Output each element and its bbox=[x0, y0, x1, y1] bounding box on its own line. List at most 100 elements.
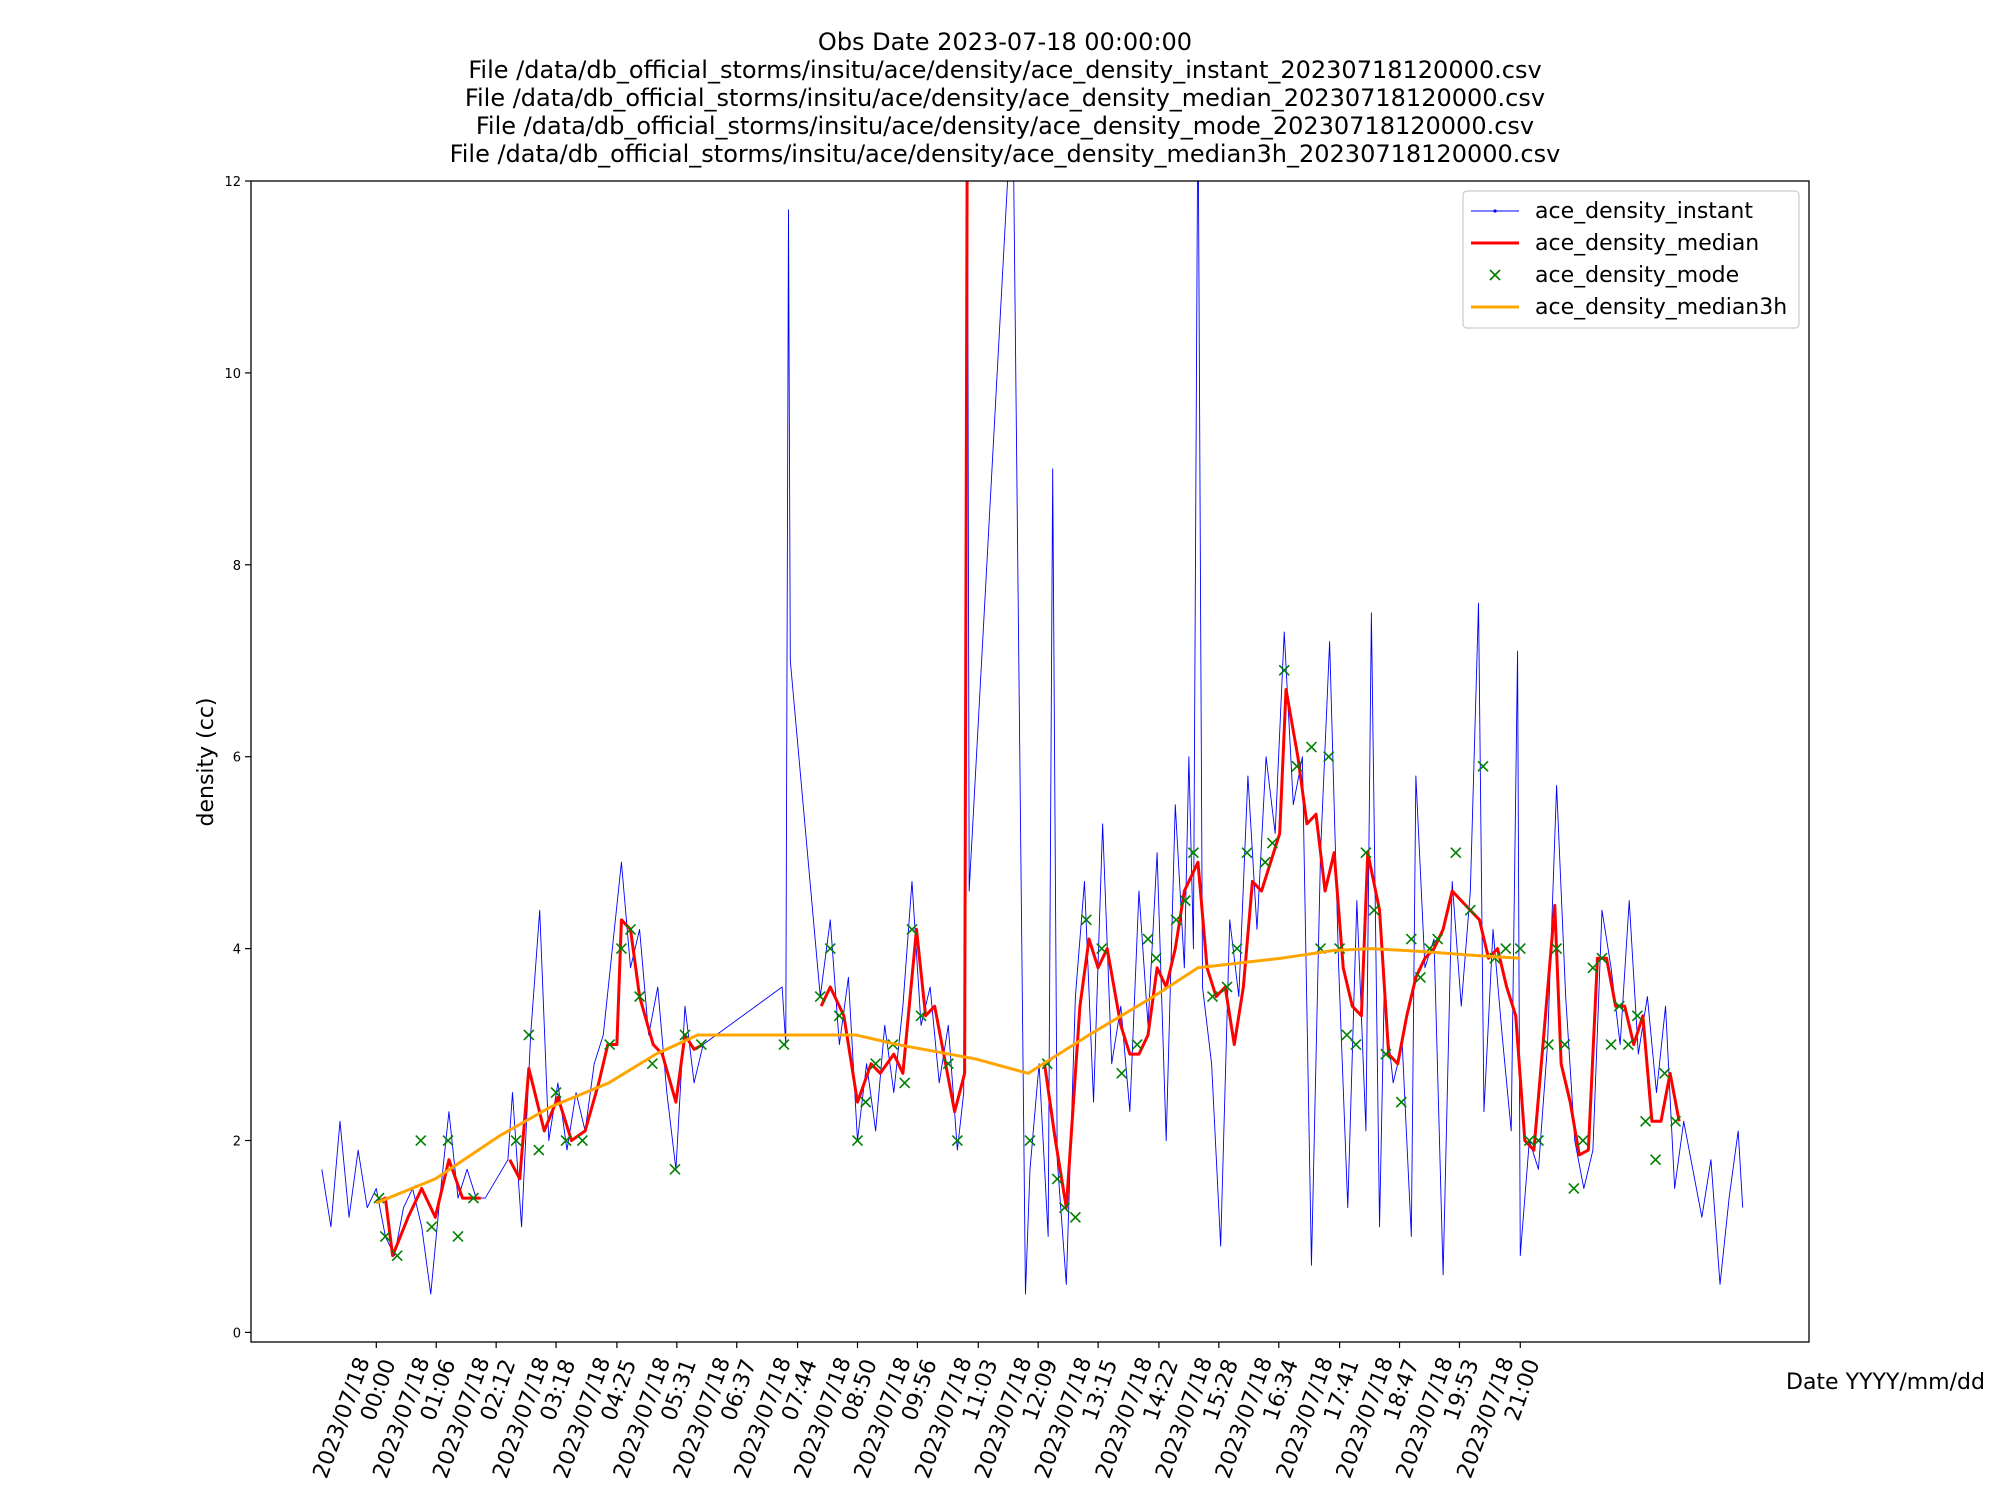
mode-marker bbox=[1414, 971, 1426, 983]
mode-marker bbox=[1669, 1115, 1682, 1127]
chart-title: File /data/db_official_storms/insitu/ace… bbox=[465, 84, 1545, 112]
chart-title: Obs Date 2023-07-18 00:00:00 bbox=[818, 28, 1192, 56]
mode-marker bbox=[1587, 962, 1599, 974]
mode-marker bbox=[1058, 1202, 1071, 1214]
mode-marker bbox=[523, 1029, 535, 1041]
mode-marker bbox=[1380, 1048, 1392, 1060]
mode-marker bbox=[1514, 943, 1526, 955]
mode-marker bbox=[1206, 991, 1219, 1003]
legend-label: ace_density_mode bbox=[1535, 263, 1739, 288]
mode-marker bbox=[1323, 751, 1335, 763]
mode-marker bbox=[1405, 933, 1417, 945]
mode-marker bbox=[550, 1086, 562, 1099]
title-block: Obs Date 2023-07-18 00:00:00 File /data/… bbox=[450, 28, 1561, 168]
mode-marker bbox=[1631, 1010, 1643, 1022]
legend-label: ace_density_median bbox=[1535, 231, 1759, 256]
mode-marker bbox=[624, 923, 637, 935]
mode-marker bbox=[1334, 943, 1346, 955]
mode-marker bbox=[695, 1038, 707, 1051]
y-tick-label: 12 bbox=[224, 175, 241, 190]
y-tick-label: 6 bbox=[233, 751, 241, 766]
mode-marker bbox=[915, 1010, 927, 1022]
mode-marker bbox=[1542, 1038, 1554, 1051]
mode-marker bbox=[634, 991, 646, 1003]
mode-marker bbox=[906, 923, 918, 935]
mode-marker bbox=[510, 1134, 522, 1147]
mode-marker bbox=[1179, 895, 1191, 907]
x-axis-label: Date YYYY/mm/dd bbox=[1786, 1370, 1985, 1395]
mode-marker bbox=[1368, 904, 1380, 916]
mode-marker bbox=[1241, 847, 1253, 859]
mode-marker bbox=[1622, 1038, 1634, 1051]
mode-marker bbox=[1523, 1134, 1535, 1147]
mode-marker bbox=[1659, 1067, 1671, 1079]
mode-marker bbox=[1532, 1134, 1545, 1147]
mode-marker bbox=[1278, 664, 1290, 676]
mode-marker bbox=[1350, 1038, 1362, 1051]
legend-label: ace_density_instant bbox=[1535, 199, 1753, 224]
mode-marker bbox=[560, 1134, 572, 1147]
mode-marker bbox=[899, 1077, 911, 1089]
mode-marker bbox=[615, 943, 627, 955]
axes-frame bbox=[250, 180, 1810, 1343]
mode-marker bbox=[1170, 914, 1182, 926]
mode-marker bbox=[1051, 1173, 1063, 1185]
mode-marker bbox=[1596, 952, 1608, 964]
chart-title: File /data/db_official_storms/insitu/ace… bbox=[450, 140, 1561, 168]
y-tick-label: 10 bbox=[224, 367, 241, 382]
y-tick-label: 4 bbox=[233, 943, 241, 958]
mode-marker bbox=[467, 1192, 480, 1204]
mode-marker bbox=[1142, 933, 1154, 945]
mode-marker bbox=[426, 1221, 438, 1233]
chart-title: File /data/db_official_storms/insitu/ace… bbox=[468, 56, 1541, 84]
y-axis-label: density (cc) bbox=[194, 697, 219, 826]
mode-marker bbox=[1131, 1038, 1143, 1051]
mode-marker bbox=[442, 1134, 454, 1147]
mode-marker bbox=[1069, 1211, 1081, 1223]
mode-marker bbox=[942, 1058, 954, 1070]
legend-swatch-dot bbox=[1493, 209, 1497, 213]
mode-marker bbox=[1432, 933, 1444, 945]
mode-marker bbox=[814, 991, 826, 1003]
mode-marker bbox=[1464, 904, 1476, 916]
mode-marker bbox=[1568, 1182, 1580, 1195]
legend-label: ace_density_median3h bbox=[1535, 295, 1787, 320]
mode-marker bbox=[860, 1096, 872, 1108]
mode-marker bbox=[951, 1134, 963, 1147]
mode-marker bbox=[1613, 1000, 1625, 1012]
mode-marker bbox=[824, 943, 836, 955]
mode-marker bbox=[1231, 943, 1243, 955]
mode-marker bbox=[646, 1058, 658, 1070]
mode-marker bbox=[1150, 952, 1162, 964]
series-line bbox=[375, 947, 1521, 1205]
plot-area bbox=[321, 181, 1744, 1295]
mode-marker bbox=[1500, 943, 1512, 955]
mode-marker bbox=[778, 1038, 790, 1051]
mode-marker bbox=[1605, 1038, 1617, 1051]
mode-marker bbox=[1360, 847, 1372, 859]
chart-title: File /data/db_official_storms/insitu/ace… bbox=[476, 112, 1534, 140]
y-tick-label: 0 bbox=[233, 1326, 241, 1341]
mode-marker bbox=[415, 1134, 427, 1147]
mode-marker bbox=[1559, 1038, 1571, 1051]
mode-marker bbox=[576, 1134, 588, 1147]
mode-marker bbox=[391, 1250, 403, 1262]
mode-marker bbox=[1640, 1115, 1652, 1127]
mode-marker bbox=[669, 1163, 681, 1175]
series-line bbox=[375, 181, 1681, 1258]
y-tick-label: 8 bbox=[233, 559, 241, 574]
mode-marker bbox=[1221, 981, 1233, 993]
mode-marker bbox=[833, 1010, 845, 1022]
mode-marker bbox=[1080, 914, 1092, 926]
mode-marker bbox=[379, 1230, 391, 1243]
mode-marker bbox=[1489, 952, 1501, 964]
mode-marker bbox=[1266, 837, 1278, 849]
mode-marker bbox=[604, 1038, 616, 1051]
mode-marker bbox=[1551, 943, 1563, 955]
mode-marker bbox=[1024, 1134, 1036, 1147]
mode-marker bbox=[1395, 1096, 1407, 1108]
mode-marker bbox=[1477, 760, 1489, 772]
mode-marker bbox=[851, 1134, 864, 1147]
mode-marker bbox=[1341, 1029, 1353, 1041]
